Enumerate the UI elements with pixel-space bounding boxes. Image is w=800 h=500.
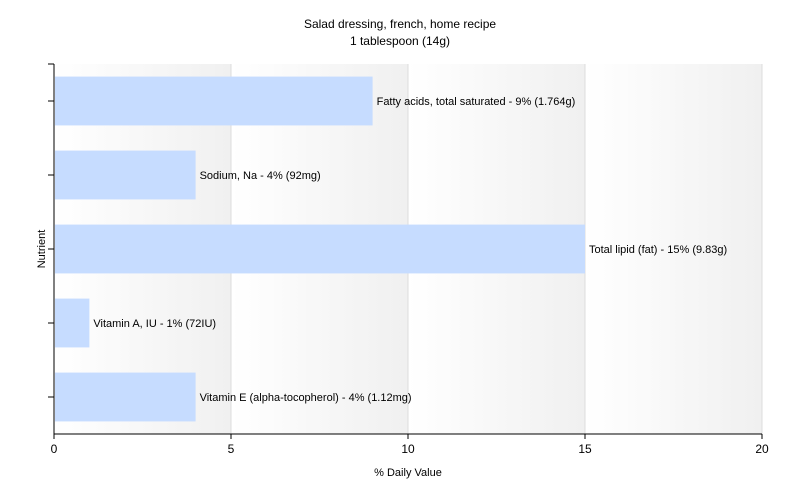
bar: [55, 372, 196, 422]
x-axis-ticks: 0 5 10 15 20: [51, 434, 769, 456]
bar: [55, 298, 90, 348]
bar-label: Sodium, Na - 4% (92mg): [200, 170, 321, 182]
x-tick-label: 10: [401, 442, 415, 456]
bar-label: Fatty acids, total saturated - 9% (1.764…: [377, 96, 576, 108]
x-axis-title: % Daily Value: [374, 467, 442, 479]
x-tick-label: 20: [755, 442, 769, 456]
bar: [55, 150, 196, 200]
plot-band: [585, 64, 762, 434]
x-tick-label: 5: [228, 442, 235, 456]
bar: [55, 224, 585, 274]
x-tick-label: 0: [51, 442, 58, 456]
chart-title: Salad dressing, french, home recipe: [304, 17, 496, 31]
bars: Fatty acids, total saturated - 9% (1.764…: [55, 76, 727, 422]
x-tick-label: 15: [578, 442, 592, 456]
bar-label: Total lipid (fat) - 15% (9.83g): [589, 244, 727, 256]
bar: [55, 76, 373, 126]
bar-label: Vitamin A, IU - 1% (72IU): [93, 318, 216, 330]
y-axis-title: Nutrient: [36, 230, 48, 269]
bar-label: Vitamin E (alpha-tocopherol) - 4% (1.12m…: [200, 392, 412, 404]
chart-subtitle: 1 tablespoon (14g): [350, 34, 450, 48]
